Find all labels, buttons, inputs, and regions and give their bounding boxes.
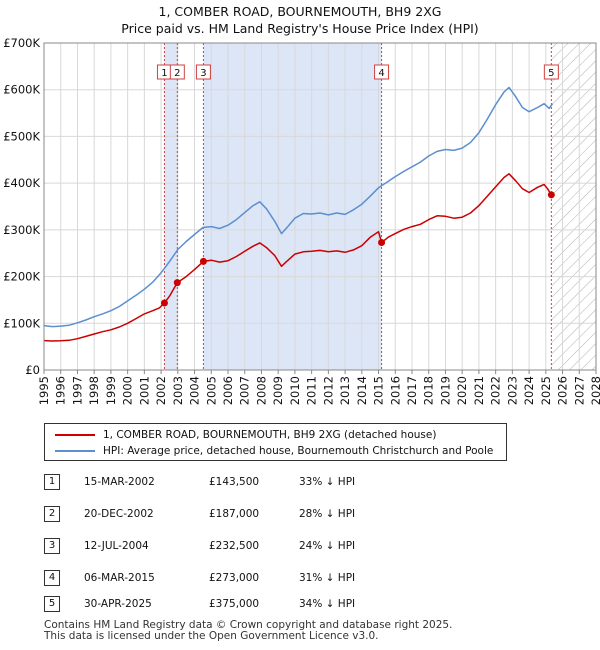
x-tick-label: 2002	[154, 376, 168, 405]
sale-number-badge: 5	[44, 596, 60, 612]
x-tick-label: 2025	[539, 376, 553, 405]
sale-number-badge: 2	[44, 506, 60, 522]
x-tick-label: 2004	[188, 376, 202, 405]
future-hatch-region	[551, 43, 596, 370]
plot-border	[43, 42, 597, 371]
sale-point	[547, 191, 555, 199]
sale-price: £187,000	[209, 508, 260, 520]
x-tick-label: 2006	[221, 376, 235, 405]
legend-swatch-hpi	[55, 450, 95, 452]
y-tick-label: £300K	[3, 223, 40, 237]
x-tick-label: 2010	[288, 376, 302, 405]
sale-point	[378, 238, 386, 246]
sale-price: £143,500	[209, 476, 260, 488]
x-tick-label: 2012	[321, 376, 335, 405]
y-tick-label: £100K	[3, 316, 40, 330]
sale-hpi-diff: 34% ↓ HPI	[299, 598, 356, 610]
x-tick-label: 2020	[455, 376, 469, 405]
y-tick-label: £0	[25, 363, 40, 377]
sale-point	[199, 257, 207, 265]
x-tick-label: 2011	[305, 376, 319, 405]
sale-hpi-diff: 33% ↓ HPI	[299, 476, 356, 488]
sale-number-box	[543, 64, 559, 80]
x-tick-label: 2013	[338, 376, 352, 405]
sale-point	[173, 279, 181, 287]
legend-item-hpi: HPI: Average price, detached house, Bour…	[55, 443, 493, 459]
sale-number-box	[169, 64, 185, 80]
x-tick-label: 1995	[37, 376, 51, 405]
x-tick-label: 1997	[70, 376, 84, 405]
sale-price: £273,000	[209, 572, 260, 584]
y-tick-label: £700K	[3, 36, 40, 50]
sale-point	[160, 299, 168, 307]
x-tick-label: 2009	[271, 376, 285, 405]
chart-title-line2: Price paid vs. HM Land Registry's House …	[121, 21, 479, 36]
y-tick-label: £400K	[3, 176, 40, 190]
x-tick-label: 2005	[204, 376, 218, 405]
y-tick-label: £500K	[3, 129, 40, 143]
legend-swatch-property	[55, 434, 95, 436]
sale-date: 20-DEC-2002	[84, 508, 154, 520]
series-line-hpi	[44, 86, 554, 328]
sale-number-badge: 4	[44, 570, 60, 586]
sale-hpi-diff: 31% ↓ HPI	[299, 572, 356, 584]
x-tick-label: 2008	[254, 376, 268, 405]
sale-number-badge: 1	[44, 474, 60, 490]
x-tick-label: 2017	[405, 376, 419, 405]
x-tick-label: 2026	[556, 376, 570, 405]
legend-label-property: 1, COMBER ROAD, BOURNEMOUTH, BH9 2XG (de…	[103, 429, 437, 441]
sale-price: £232,500	[209, 540, 260, 552]
legend-label-hpi: HPI: Average price, detached house, Bour…	[103, 445, 494, 457]
chart-title-line1: 1, COMBER ROAD, BOURNEMOUTH, BH9 2XG	[158, 4, 442, 19]
sale-hpi-diff: 28% ↓ HPI	[299, 508, 356, 520]
footer: Contains HM Land Registry data © Crown c…	[44, 620, 452, 642]
shaded-span	[203, 43, 382, 370]
legend: 1, COMBER ROAD, BOURNEMOUTH, BH9 2XG (de…	[44, 423, 507, 461]
x-tick-label: 2001	[137, 376, 151, 405]
sale-date: 12-JUL-2004	[84, 540, 149, 552]
x-tick-label: 2000	[121, 376, 135, 405]
sale-number-badge: 3	[44, 538, 60, 554]
sale-number-box	[374, 64, 390, 80]
shaded-span	[164, 43, 178, 370]
x-tick-label: 1996	[54, 376, 68, 405]
x-tick-label: 2003	[171, 376, 185, 405]
y-tick-label: £200K	[3, 270, 40, 284]
y-tick-label: £600K	[3, 83, 40, 97]
sale-hpi-diff: 24% ↓ HPI	[299, 540, 356, 552]
footer-line1: Contains HM Land Registry data © Crown c…	[44, 619, 453, 631]
sale-number-label: 2	[174, 68, 180, 79]
x-tick-label: 2018	[422, 376, 436, 405]
sale-number-box	[195, 64, 211, 80]
series-line-property	[44, 173, 552, 342]
x-tick-label: 2019	[438, 376, 452, 405]
sale-number-label: 4	[378, 68, 384, 79]
series-group	[44, 86, 554, 342]
sale-number-label: 5	[548, 68, 554, 79]
x-tick-label: 1999	[104, 376, 118, 405]
sale-date: 06-MAR-2015	[84, 572, 155, 584]
x-tick-label: 2014	[355, 376, 369, 405]
price-chart: 1 2 3 4 5 £0 £100K £200K £300K £400K £500K £600K £70…	[3, 36, 600, 405]
sale-number-label: 3	[200, 68, 206, 79]
x-tick-label: 2023	[505, 376, 519, 405]
x-tick-label: 2027	[572, 376, 586, 405]
footer-line2: This data is licensed under the Open Gov…	[44, 630, 379, 642]
x-tick-label: 2028	[589, 376, 600, 405]
sale-number-label: 1	[161, 68, 167, 79]
x-tick-label: 2024	[522, 376, 536, 405]
sale-price: £375,000	[209, 598, 260, 610]
chart-title: 1, COMBER ROAD, BOURNEMOUTH, BH9 2XG Pri…	[0, 3, 600, 37]
x-tick-label: 2007	[238, 376, 252, 405]
sale-date: 30-APR-2025	[84, 598, 152, 610]
sale-date: 15-MAR-2002	[84, 476, 155, 488]
x-tick-label: 2022	[489, 376, 503, 405]
x-tick-label: 2015	[372, 376, 386, 405]
x-tick-label: 2021	[472, 376, 486, 405]
x-tick-label: 2016	[388, 376, 402, 405]
legend-item-property: 1, COMBER ROAD, BOURNEMOUTH, BH9 2XG (de…	[55, 427, 436, 443]
x-tick-label: 1998	[87, 376, 101, 405]
